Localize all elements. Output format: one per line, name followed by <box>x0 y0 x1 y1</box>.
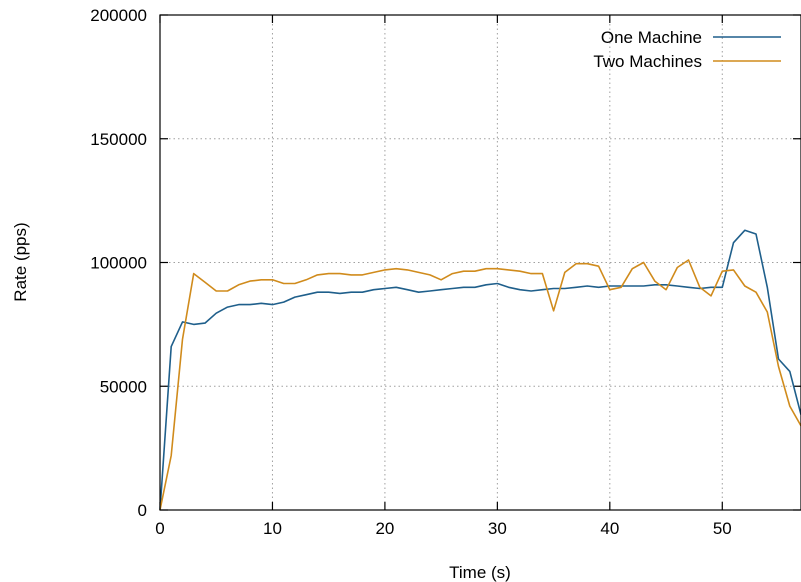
legend: One Machine Two Machines <box>593 28 781 71</box>
x-tick-label: 30 <box>488 519 507 538</box>
x-tick-label: 20 <box>375 519 394 538</box>
legend-label-two-machines: Two Machines <box>593 52 702 71</box>
grid-lines <box>160 15 801 510</box>
plot-frame <box>159 14 801 511</box>
y-tick-label: 150000 <box>90 130 147 149</box>
y-tick-label: 0 <box>138 501 147 520</box>
y-axis-title: Rate (pps) <box>11 222 30 301</box>
x-axis-title: Time (s) <box>449 563 511 582</box>
x-tick-label: 40 <box>600 519 619 538</box>
y-tick-label: 100000 <box>90 254 147 273</box>
series-line-one-machine <box>159 229 801 511</box>
tick-labels: 0 10 20 30 40 50 0 50000 100000 150000 200000 <box>90 6 731 538</box>
y-tick-label: 200000 <box>90 6 147 25</box>
x-tick-label: 10 <box>263 519 282 538</box>
series-line-two-machines <box>159 259 801 511</box>
x-tick-label: 50 <box>713 519 732 538</box>
legend-label-one-machine: One Machine <box>601 28 702 47</box>
x-tick-label: 0 <box>155 519 164 538</box>
series-layer <box>159 229 801 511</box>
y-tick-label: 50000 <box>100 377 147 396</box>
